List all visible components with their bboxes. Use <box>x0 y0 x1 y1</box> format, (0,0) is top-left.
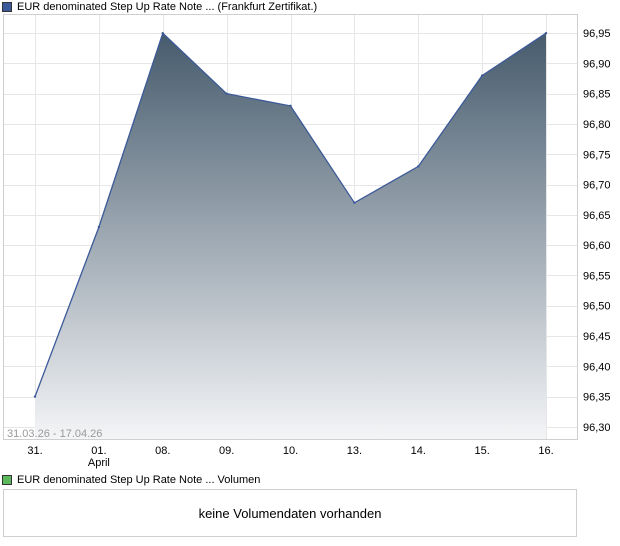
data-point <box>544 31 548 35</box>
data-point <box>33 395 37 398</box>
y-tick-label: 96,65 <box>583 210 611 222</box>
volume-legend-swatch <box>2 475 12 485</box>
x-tick-label: 08. <box>155 445 170 457</box>
y-tick-label: 96,45 <box>583 331 611 343</box>
x-tick-label: 16. <box>538 445 553 457</box>
x-tick-label: 01. <box>91 445 106 457</box>
data-point <box>97 225 101 229</box>
data-point <box>417 165 420 168</box>
y-tick-label: 96,55 <box>583 270 611 282</box>
data-point <box>353 201 356 204</box>
y-tick-label: 96,70 <box>583 180 611 192</box>
data-point <box>225 92 228 95</box>
x-tick-sublabel: April <box>88 457 110 469</box>
volume-legend-label: EUR denominated Step Up Rate Note ... Vo… <box>17 474 261 486</box>
data-point <box>289 104 292 108</box>
price-chart: 96,95 96,90 96,85 96,80 96,75 96,70 96,65 96,60… <box>3 14 611 469</box>
x-tick-label: 14. <box>411 445 426 457</box>
volume-empty-message: keine Volumendaten vorhanden <box>198 505 382 521</box>
data-point <box>480 74 484 77</box>
y-tick-label: 96,60 <box>583 240 611 252</box>
y-tick-label: 96,40 <box>583 361 611 373</box>
price-legend-label: EUR denominated Step Up Rate Note ... (F… <box>17 1 318 13</box>
volume-legend: EUR denominated Step Up Rate Note ... Vo… <box>2 473 260 487</box>
y-tick-label: 96,80 <box>583 119 611 131</box>
y-axis-ticks: 96,95 96,90 96,85 96,80 96,75 96,70 96,65 96,60… <box>583 28 611 434</box>
x-tick-label: 10. <box>283 445 298 457</box>
x-tick-label: 15. <box>474 445 489 457</box>
y-tick-label: 96,95 <box>583 28 611 40</box>
x-axis-ticks: 31. 01.April 08. 09. 10. 13. 14. 15. 16. <box>27 445 553 469</box>
x-tick-label: 09. <box>219 445 234 457</box>
data-points <box>33 31 548 398</box>
x-tick-label: 31. <box>27 445 42 457</box>
y-tick-label: 96,30 <box>583 422 611 434</box>
y-tick-label: 96,85 <box>583 89 611 101</box>
price-legend-swatch <box>2 2 12 12</box>
y-tick-label: 96,50 <box>583 301 611 313</box>
area-fill <box>35 33 546 439</box>
data-point <box>161 31 164 35</box>
y-tick-label: 96,35 <box>583 392 611 404</box>
volume-panel: keine Volumendaten vorhanden <box>3 489 577 537</box>
y-tick-label: 96,90 <box>583 58 611 70</box>
y-tick-label: 96,75 <box>583 149 611 161</box>
price-legend: EUR denominated Step Up Rate Note ... (F… <box>2 0 317 14</box>
x-tick-label: 13. <box>347 445 362 457</box>
date-range-label: 31.03.26 - 17.04.26 <box>7 428 102 440</box>
